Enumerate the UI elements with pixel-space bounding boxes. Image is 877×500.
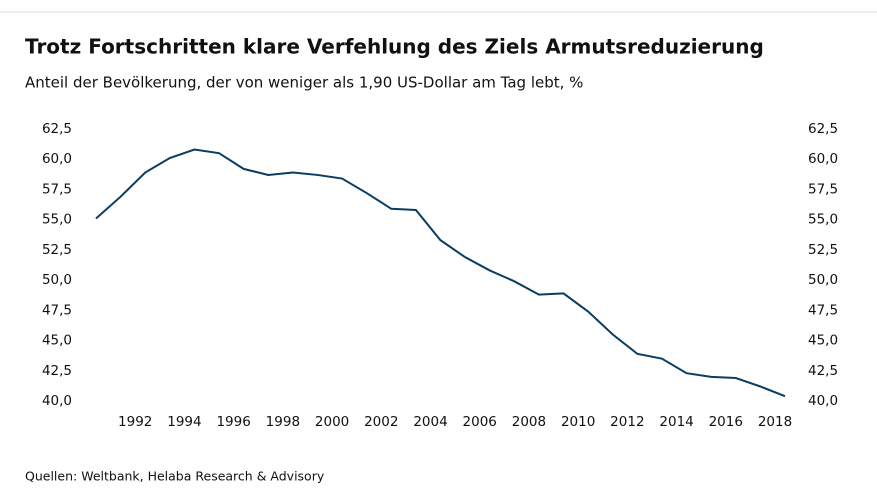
x-tick-label: 2016 — [709, 414, 743, 430]
y-tick-label: 40,0 — [42, 393, 72, 409]
y-tick-label: 52,5 — [42, 242, 72, 258]
chart-subtitle: Anteil der Bevölkerung, der von weniger … — [25, 74, 583, 92]
x-tick-label: 2006 — [463, 414, 497, 430]
y-tick-label: 60,0 — [42, 151, 72, 167]
y2-tick-label: 40,0 — [808, 393, 838, 409]
x-tick-label: 2014 — [659, 414, 693, 430]
line — [95, 148, 786, 398]
y2-tick-label: 45,0 — [808, 333, 838, 349]
x-tick-label: 1998 — [266, 414, 300, 430]
x-tick-label: 2004 — [413, 414, 447, 430]
y2-tick-label: 60,0 — [808, 151, 838, 167]
x-tick-label: 1994 — [167, 414, 201, 430]
x-tick-label: 2000 — [315, 414, 349, 430]
y-tick-label: 42,5 — [42, 363, 72, 379]
y-tick-label: 62,5 — [42, 121, 72, 137]
y-tick-label: 55,0 — [42, 212, 72, 228]
y-tick-label: 45,0 — [42, 333, 72, 349]
y2-tick-label: 52,5 — [808, 242, 838, 258]
source: Quellen: Weltbank, Helaba Research & Adv… — [25, 469, 325, 484]
x-tick-label: 2008 — [512, 414, 546, 430]
x-tick-label: 2010 — [561, 414, 595, 430]
x-tick-label: 1992 — [118, 414, 152, 430]
y2-tick-label: 55,0 — [808, 212, 838, 228]
x-tick-label: 2002 — [364, 414, 398, 430]
y2-tick-label: 57,5 — [808, 181, 838, 197]
x-tick-label: 2012 — [610, 414, 644, 430]
y-tick-label: 50,0 — [42, 272, 72, 288]
y2-tick-label: 50,0 — [808, 272, 838, 288]
chart-title: Trotz Fortschritten klare Verfehlung des… — [25, 35, 764, 59]
x-tick-label: 1996 — [216, 414, 250, 430]
x-tick-label: 2018 — [758, 414, 792, 430]
y-tick-label: 47,5 — [42, 302, 72, 318]
y-tick-label: 57,5 — [42, 181, 72, 197]
y2-tick-label: 62,5 — [808, 121, 838, 137]
y2-tick-label: 47,5 — [808, 302, 838, 318]
y2-tick-label: 42,5 — [808, 363, 838, 379]
